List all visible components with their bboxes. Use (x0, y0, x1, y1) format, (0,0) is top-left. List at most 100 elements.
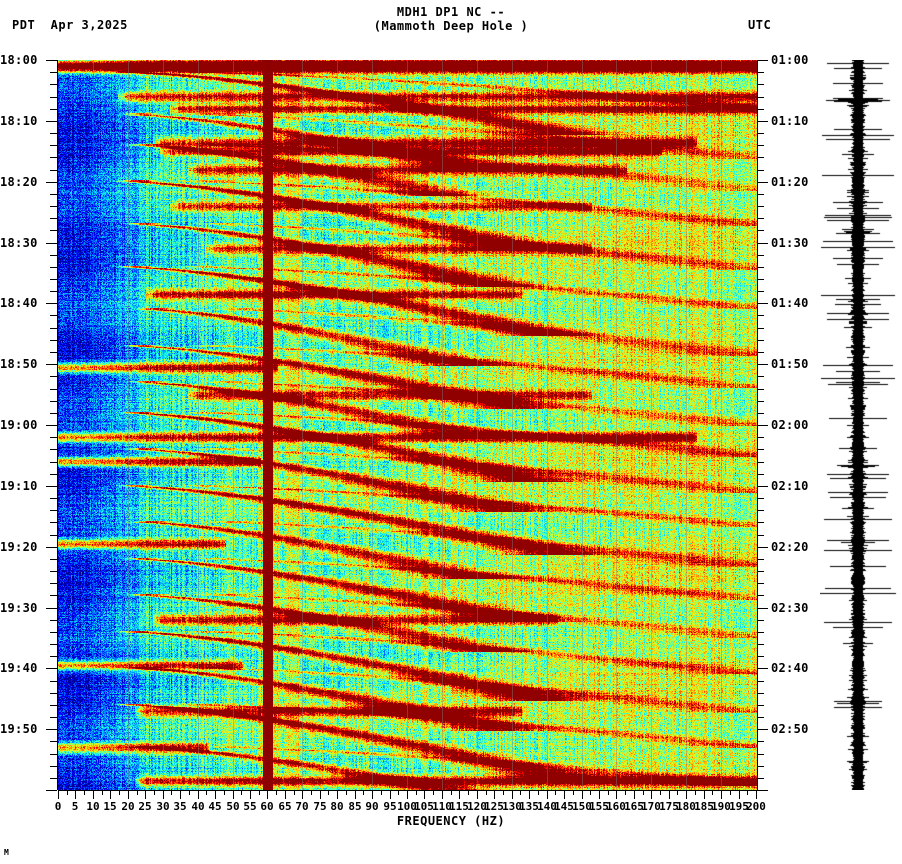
frequency-axis: 0 5 10 15 20 25 30 35 40 45 50 55 60 65 70 75 80 85 90 95 10… (54, 790, 766, 830)
major-tick-freq (302, 790, 303, 799)
major-tick-freq (424, 790, 425, 799)
time-label-pdt: 19:40 (0, 661, 38, 675)
minor-tick-right (757, 340, 764, 341)
minor-tick-freq (294, 790, 295, 795)
minor-tick-right (757, 462, 764, 463)
minor-tick-freq (486, 790, 487, 795)
spectrogram-plot (58, 60, 757, 790)
major-tick-left (46, 121, 57, 122)
minor-tick-right (757, 510, 764, 511)
time-label-utc: 02:00 (771, 418, 809, 432)
time-label-pdt: 19:10 (0, 479, 38, 493)
minor-tick-freq (346, 790, 347, 795)
minor-tick-right (757, 218, 764, 219)
minor-tick-left (50, 389, 57, 390)
time-label-pdt: 18:30 (0, 236, 38, 250)
spectrogram-canvas (58, 60, 757, 790)
minor-tick-left (50, 206, 57, 207)
minor-tick-left (50, 376, 57, 377)
time-label-pdt: 19:00 (0, 418, 38, 432)
minor-tick-freq (328, 790, 329, 795)
minor-tick-left (50, 656, 57, 657)
major-tick-freq (93, 790, 94, 799)
minor-tick-freq (555, 790, 556, 795)
minor-tick-left (50, 778, 57, 779)
minor-tick-right (757, 133, 764, 134)
major-tick-freq (564, 790, 565, 799)
minor-tick-right (757, 84, 764, 85)
minor-tick-freq (660, 790, 661, 795)
major-tick-left (46, 364, 57, 365)
major-tick-left (46, 243, 57, 244)
freq-label: 10 (86, 800, 100, 813)
major-tick-freq (407, 790, 408, 799)
major-tick-freq (145, 790, 146, 799)
minor-tick-right (757, 170, 764, 171)
major-tick-right (757, 486, 768, 487)
major-tick-freq (390, 790, 391, 799)
time-label-utc: 02:10 (771, 479, 809, 493)
minor-tick-right (757, 157, 764, 158)
minor-tick-left (50, 510, 57, 511)
freq-label: 100 (397, 800, 417, 813)
minor-tick-freq (259, 790, 260, 795)
minor-tick-left (50, 145, 57, 146)
minor-tick-freq (171, 790, 172, 795)
major-tick-freq (198, 790, 199, 799)
major-tick-freq (163, 790, 164, 799)
freq-label: 110 (432, 800, 452, 813)
minor-tick-left (50, 498, 57, 499)
minor-tick-freq (468, 790, 469, 795)
minor-tick-left (50, 693, 57, 694)
minor-tick-left (50, 133, 57, 134)
minor-tick-left (50, 279, 57, 280)
major-tick-freq (128, 790, 129, 799)
major-tick-freq (494, 790, 495, 799)
minor-tick-freq (276, 790, 277, 795)
major-tick-right (757, 668, 768, 669)
minor-tick-right (757, 559, 764, 560)
minor-tick-freq (730, 790, 731, 795)
freq-label: 0 (54, 800, 62, 813)
time-label-utc: 02:40 (771, 661, 809, 675)
minor-tick-right (757, 194, 764, 195)
minor-tick-right (757, 705, 764, 706)
freq-label: 55 (243, 800, 257, 813)
freq-label: 115 (449, 800, 469, 813)
major-tick-freq (459, 790, 460, 799)
minor-tick-right (757, 255, 764, 256)
major-tick-left (46, 303, 57, 304)
freq-label: 105 (414, 800, 434, 813)
minor-tick-right (757, 109, 764, 110)
major-tick-right (757, 303, 768, 304)
time-axis-pdt: 18:00 18:10 18:20 18:30 18:40 18:50 19:00 19:10… (0, 53, 58, 791)
major-tick-right (757, 243, 768, 244)
minor-tick-right (757, 145, 764, 146)
major-tick-left (46, 425, 57, 426)
major-tick-left (46, 182, 57, 183)
minor-tick-left (50, 766, 57, 767)
minor-tick-right (757, 717, 764, 718)
minor-tick-freq (590, 790, 591, 795)
minor-tick-left (50, 705, 57, 706)
minor-tick-left (50, 340, 57, 341)
major-tick-freq (634, 790, 635, 799)
freq-label: 90 (365, 800, 379, 813)
minor-tick-freq (677, 790, 678, 795)
freq-label: 20 (121, 800, 135, 813)
major-tick-freq (616, 790, 617, 799)
minor-tick-right (757, 230, 764, 231)
minor-tick-freq (381, 790, 382, 795)
minor-tick-left (50, 255, 57, 256)
minor-tick-right (757, 693, 764, 694)
major-tick-freq (320, 790, 321, 799)
minor-tick-left (50, 559, 57, 560)
freq-label: 15 (103, 800, 117, 813)
major-tick-right (757, 182, 768, 183)
time-label-pdt: 19:20 (0, 540, 38, 554)
minor-tick-left (50, 754, 57, 755)
major-tick-freq (512, 790, 513, 799)
minor-tick-left (50, 717, 57, 718)
major-tick-freq (704, 790, 705, 799)
